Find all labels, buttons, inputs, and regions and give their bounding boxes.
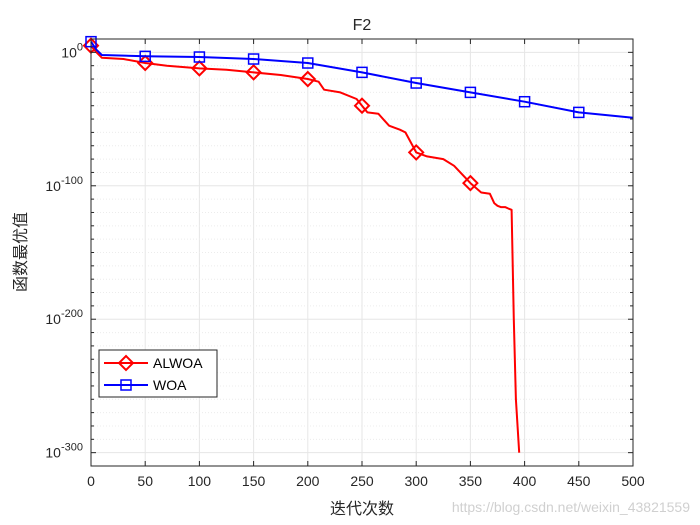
chart-title: F2	[353, 17, 372, 34]
series-layer	[82, 35, 634, 453]
point-woa	[193, 51, 206, 63]
point-woa	[356, 66, 368, 79]
x-axis-ticks: 0 50 100 150 200 250 300 350 400 450 500	[87, 39, 645, 489]
series-line-woa	[90, 41, 634, 119]
point-woa	[464, 86, 477, 99]
x-tick-label: 400	[513, 473, 537, 489]
point-woa	[247, 53, 260, 65]
x-tick-label: 250	[350, 473, 374, 489]
x-tick-label: 500	[621, 473, 645, 489]
x-tick-label: 450	[567, 473, 591, 489]
point-woa	[410, 77, 422, 89]
legend-label-alwoa: ALWOA	[153, 355, 203, 371]
y-axis-label: 函数最优值	[11, 212, 30, 292]
point-woa	[302, 57, 314, 69]
point-alwoa	[461, 174, 479, 192]
legend-marker-alwoa	[117, 354, 135, 372]
x-tick-label: 200	[296, 473, 320, 489]
point-alwoa	[245, 63, 263, 81]
x-tick-label: 0	[87, 473, 95, 489]
y-tick-label: 10-200	[45, 308, 83, 327]
legend-box	[98, 349, 218, 398]
y-tick-label: 100	[61, 41, 83, 60]
point-alwoa	[407, 144, 425, 161]
y-axis-ticks: 100 10-100 10-200 10-300	[45, 38, 633, 467]
y-tick-label: 10-100	[45, 175, 83, 194]
x-tick-label: 350	[459, 473, 483, 489]
x-axis-label: 迭代次数	[330, 499, 394, 518]
legend: ALWOA WOA	[98, 349, 218, 398]
point-alwoa	[353, 97, 371, 115]
point-alwoa	[190, 59, 208, 77]
x-tick-label: 150	[242, 473, 266, 489]
series-line-alwoa	[90, 45, 521, 453]
x-tick-label: 50	[137, 473, 153, 489]
point-woa	[573, 106, 585, 119]
point-woa	[518, 95, 531, 108]
legend-marker-woa	[120, 379, 132, 391]
watermark: https://blog.csdn.net/weixin_43821559	[451, 499, 690, 515]
point-alwoa	[299, 70, 317, 88]
legend-label-woa: WOA	[153, 377, 187, 393]
point-woa	[139, 50, 151, 63]
y-tick-label: 10-300	[45, 442, 83, 461]
x-tick-label: 300	[405, 473, 429, 489]
x-tick-label: 100	[188, 473, 212, 489]
